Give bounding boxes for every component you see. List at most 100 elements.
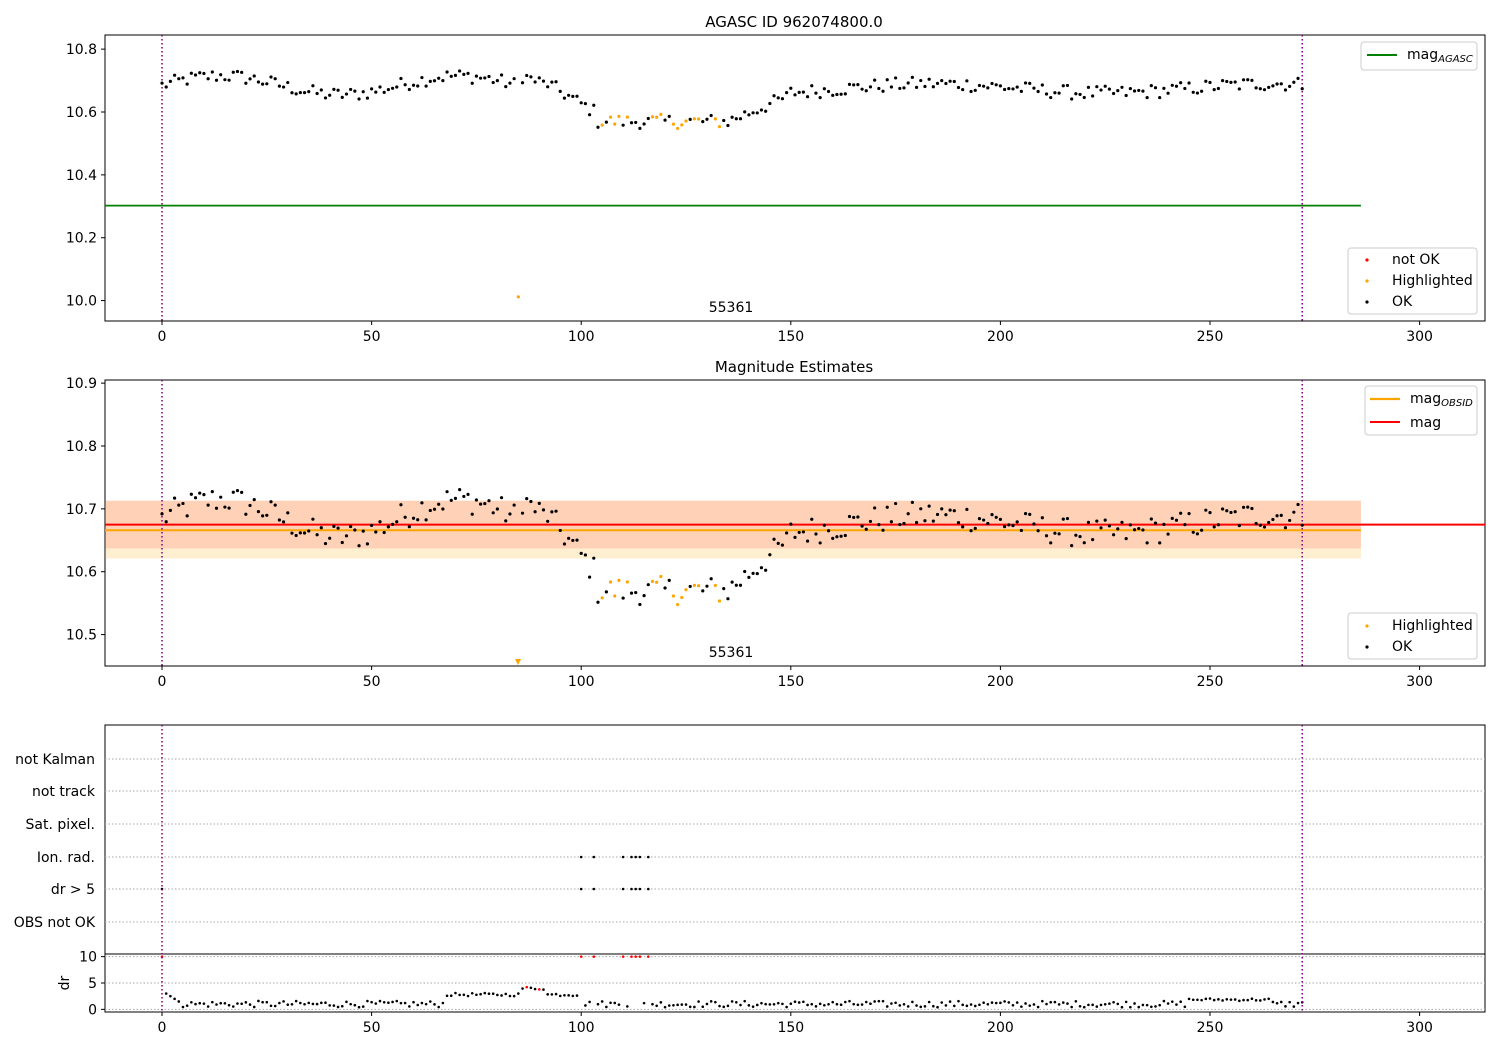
mag-point (298, 90, 302, 95)
ion-rad-flag (592, 855, 596, 859)
mag-point (520, 511, 525, 515)
dr-point (944, 1004, 948, 1007)
dr-point (814, 1005, 818, 1008)
xtick-label: 200 (987, 674, 1014, 690)
mag-point (1107, 87, 1111, 91)
mag-point (780, 97, 785, 101)
mag-point (1174, 518, 1179, 522)
dr-point (911, 1000, 914, 1004)
mag-point (1053, 531, 1057, 535)
dr-point (437, 1005, 440, 1009)
mag-point (1065, 83, 1070, 88)
mag-point (1187, 81, 1191, 85)
mag-point (1116, 88, 1120, 93)
mag-point (479, 502, 483, 506)
mag-point (642, 593, 646, 598)
mag-point (1011, 523, 1015, 528)
dr-point (550, 993, 554, 996)
mag-point (332, 524, 336, 528)
mag-point (1179, 81, 1183, 85)
mag-point (705, 117, 709, 121)
mag-point (969, 89, 973, 94)
mag-point (483, 501, 487, 506)
xtick-label: 0 (158, 1020, 167, 1036)
dr-point (1003, 1000, 1006, 1003)
dr-point (1116, 1002, 1120, 1006)
legend-highlighted: Highlighted (1392, 273, 1473, 289)
mag-point (357, 97, 361, 101)
mag-point (495, 507, 499, 511)
dr-point (248, 1003, 252, 1006)
mag-point (248, 77, 252, 81)
mag-point (1099, 526, 1103, 530)
dr-gt-5-flag (630, 887, 633, 891)
flag-label-ion-rad: Ion. rad. (37, 850, 95, 866)
mag-point (793, 93, 797, 97)
mag-point (252, 74, 256, 78)
mag-point (604, 120, 608, 124)
dr-point (1150, 1005, 1153, 1009)
dr-point (856, 1003, 860, 1007)
ytick-label: 10.0 (66, 294, 97, 310)
mag-point (1267, 520, 1271, 525)
mag-point (785, 91, 789, 95)
dr-point (684, 1003, 688, 1006)
dr-point (236, 1002, 239, 1005)
dr-point (1045, 1002, 1048, 1006)
mag-point (1070, 97, 1074, 101)
mag-point (1225, 79, 1229, 84)
mag-point (307, 529, 311, 533)
dr-point (227, 1003, 231, 1007)
dr-point (1263, 998, 1266, 1001)
mag-point (214, 78, 219, 82)
mag-point (504, 519, 508, 523)
dr-point (923, 1005, 927, 1008)
mag-point (294, 92, 298, 96)
panel1-obsid-annotation: 55361 (709, 300, 754, 316)
mag-point (990, 513, 994, 517)
mag-point (1229, 510, 1233, 515)
mag-point (621, 123, 625, 127)
mag-point (168, 79, 172, 83)
dr-point (190, 1001, 193, 1004)
mag-point (1036, 529, 1040, 533)
mag-point (839, 534, 843, 538)
dr-point (1158, 1003, 1162, 1007)
ytick-label: 10.6 (66, 565, 97, 581)
mag-point (1057, 532, 1061, 536)
dr-point (1108, 1002, 1111, 1005)
svg-text:magAGASC: magAGASC (1407, 47, 1473, 65)
mag-point (755, 111, 759, 115)
mag-point (1078, 534, 1082, 539)
dr-point (1233, 998, 1237, 1001)
dr-point (835, 1002, 839, 1006)
mag-point (1111, 533, 1116, 537)
mag-point (927, 77, 931, 81)
dr-point (441, 1001, 445, 1005)
mag-point (416, 518, 420, 522)
dr-point (621, 955, 625, 958)
dr-point (332, 1004, 336, 1007)
mag-point (994, 83, 998, 87)
flag-label-obs-not-ok: OBS not OK (14, 915, 96, 931)
dr-point (290, 1002, 294, 1006)
dr-point (470, 991, 474, 995)
mag-point (776, 541, 780, 546)
dr-gt-5-flag (638, 887, 642, 891)
mag-point (181, 76, 185, 80)
mag-point (1082, 95, 1086, 100)
xtick-label: 200 (987, 1020, 1014, 1036)
mag-point (1275, 82, 1279, 86)
mag-point (420, 75, 424, 80)
dr-point (1292, 1005, 1296, 1008)
dr-point (969, 1003, 973, 1006)
xtick-label: 50 (363, 674, 381, 690)
mag-point (965, 79, 969, 83)
xtick-label: 250 (1197, 674, 1224, 690)
mag-point (814, 532, 818, 536)
mag-point (873, 78, 877, 82)
mag-point (1007, 86, 1011, 91)
panel2-title: Magnitude Estimates (715, 358, 873, 376)
mag-point (571, 94, 575, 98)
dr-point (626, 1005, 629, 1008)
